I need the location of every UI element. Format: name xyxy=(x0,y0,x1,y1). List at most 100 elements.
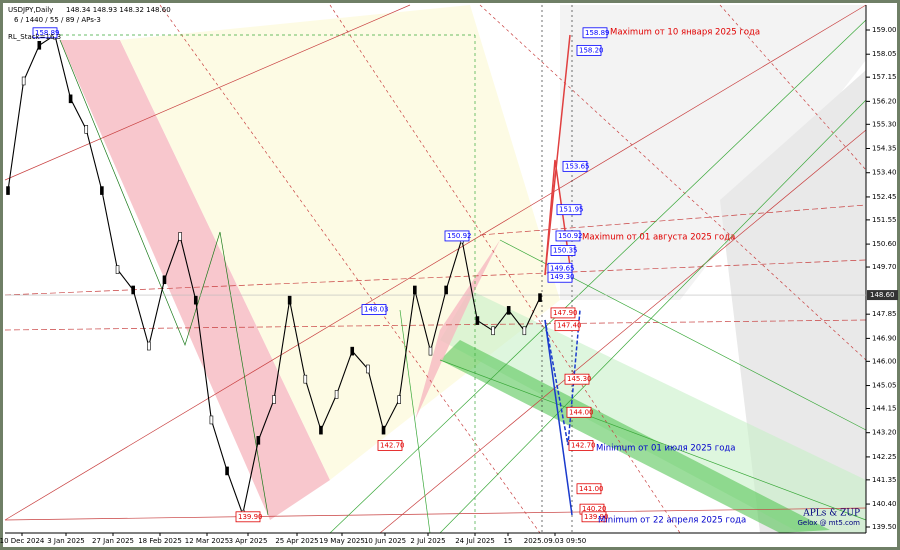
candle xyxy=(256,436,261,445)
candle xyxy=(303,374,308,384)
watermark: APLs & ZUP xyxy=(802,509,860,519)
shade xyxy=(720,70,866,533)
price-label: 146.90 xyxy=(872,334,897,342)
candle xyxy=(162,275,167,285)
date-label: 10 Jun 2025 xyxy=(364,537,406,545)
price-tag-box xyxy=(554,320,580,332)
price-tag-box xyxy=(550,245,576,256)
price-tag: 144.00 xyxy=(569,408,594,416)
date-label: 12 Mar 2025 xyxy=(185,537,229,545)
price-tag-box xyxy=(547,271,573,283)
date-label: 3 Apr 2025 xyxy=(229,537,268,545)
header-settings: 6 / 1440 / 55 / 89 / APs-3 xyxy=(14,16,101,24)
date-label: 2 Jul 2025 xyxy=(410,537,445,545)
candle xyxy=(193,295,198,305)
watermark: Gelox @ mt5.com xyxy=(797,519,860,527)
price-label: 146.00 xyxy=(872,357,897,365)
price-tag: 150.92 xyxy=(447,232,472,240)
candle xyxy=(131,285,135,295)
price-label: 153.40 xyxy=(872,169,897,177)
price-label: 147.85 xyxy=(872,310,897,318)
candle xyxy=(287,295,292,305)
annotation: Maximum от 10 января 2025 года xyxy=(610,28,760,38)
green-channel xyxy=(440,290,866,533)
price-tag: 142.70 xyxy=(571,441,596,449)
date-label: 2025.09.03 09:50 xyxy=(524,537,586,545)
candle xyxy=(381,425,386,435)
date-label: 25 Apr 2025 xyxy=(275,537,318,545)
price-label: 158.05 xyxy=(872,50,897,58)
shade xyxy=(560,5,866,300)
price-tag-box xyxy=(576,44,602,56)
price-label: 155.30 xyxy=(872,120,897,128)
candle xyxy=(147,341,151,351)
price-tag-box xyxy=(32,27,58,39)
price-label: 141.35 xyxy=(872,476,897,484)
price-tag: 141.00 xyxy=(579,485,604,493)
price-tag-box xyxy=(566,406,592,418)
price-tag-box xyxy=(444,230,470,242)
header-ohlc: 148.34 148.93 148.32 148.60 xyxy=(66,6,171,14)
price-tag: 148.03 xyxy=(364,306,389,314)
chart-layer: 159.00 158.05 157.15 156.20 155.30 154.35 153.… xyxy=(0,26,898,545)
candle xyxy=(397,395,401,404)
price-tag: 149.30 xyxy=(550,273,575,281)
price-tag: 139.90 xyxy=(584,513,609,521)
annotation: Minimum от 22 апреля 2025 года xyxy=(598,516,746,526)
annotation: Minimum от 01 июля 2025 года xyxy=(596,444,735,454)
price-label: 156.20 xyxy=(872,97,897,105)
price-label: 144.15 xyxy=(872,404,897,412)
candle xyxy=(100,186,104,195)
price-tag: 147.90 xyxy=(553,309,578,317)
price-tag-box xyxy=(582,27,608,39)
current-price-box xyxy=(867,290,898,301)
price-tag-box xyxy=(576,483,602,495)
candle xyxy=(178,232,182,241)
price-label: 157.15 xyxy=(872,73,897,81)
header-symbol: USDJPY,Daily xyxy=(8,6,53,14)
price-tag-box xyxy=(581,511,607,523)
date-label: 18 Feb 2025 xyxy=(138,537,182,545)
price-tag: 145.30 xyxy=(567,375,592,383)
candle xyxy=(115,265,120,274)
price-label: 150.60 xyxy=(872,240,897,248)
date-label: 27 Jan 2025 xyxy=(92,537,134,545)
candle xyxy=(84,125,89,134)
price-tag: 149.65 xyxy=(550,264,575,272)
price-tag: 150.92 xyxy=(558,232,583,240)
candle xyxy=(6,186,10,195)
price-label: 154.35 xyxy=(872,145,897,153)
indicator-label: RL_Stack=16.3 xyxy=(8,33,61,41)
price-tag-box xyxy=(361,304,387,315)
date-label: 15 xyxy=(504,537,513,545)
candle xyxy=(68,94,73,104)
candle xyxy=(209,415,214,425)
price-tag: 142.70 xyxy=(380,441,405,449)
price-tag-box xyxy=(377,440,403,451)
candle xyxy=(37,40,42,50)
price-label: 151.55 xyxy=(872,216,897,224)
price-tag: 139.90 xyxy=(238,513,263,521)
candle xyxy=(475,316,480,325)
price-label: 145.05 xyxy=(872,382,897,390)
price-tag: 158.89 xyxy=(35,29,60,37)
current-price-label: 148.60 xyxy=(870,291,895,299)
price-tag-box xyxy=(235,511,261,523)
candle xyxy=(366,364,370,374)
candle xyxy=(334,390,339,399)
price-tag: 147.40 xyxy=(557,322,582,330)
price-label: 139.50 xyxy=(872,523,897,531)
annotation: Maximum от 01 августа 2025 года xyxy=(582,233,735,243)
price-label: 140.40 xyxy=(872,500,897,508)
candle xyxy=(319,425,323,435)
date-label: 3 Jan 2025 xyxy=(47,537,85,545)
price-tag-box xyxy=(564,373,590,385)
candle xyxy=(413,285,417,295)
candle xyxy=(272,395,276,404)
price-tag: 158.89 xyxy=(585,29,610,37)
candle xyxy=(444,285,448,295)
candle xyxy=(21,76,26,86)
red-channel xyxy=(60,40,330,520)
green-band xyxy=(440,340,830,533)
